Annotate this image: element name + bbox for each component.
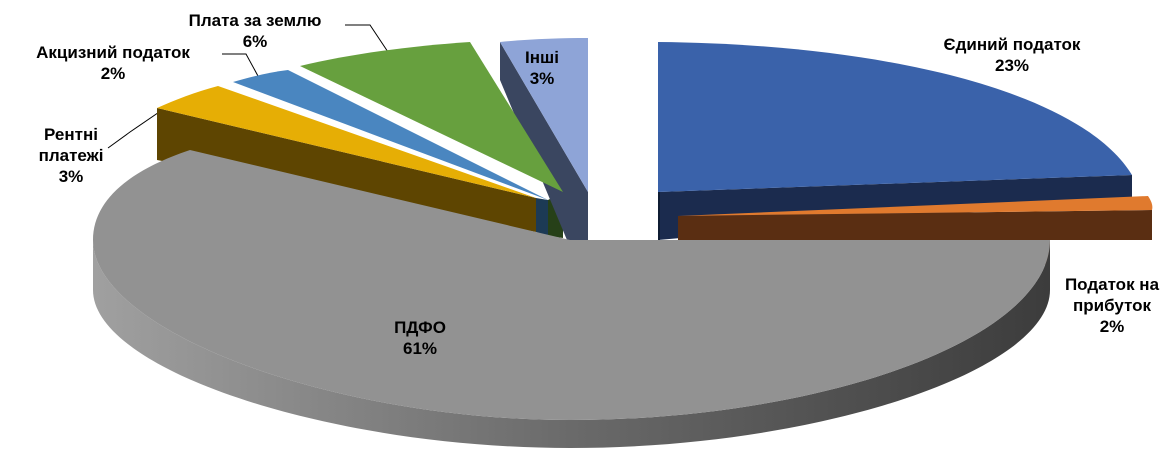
slice-pdfo[interactable]: [93, 150, 1050, 420]
slice-label-6-percent: 3%: [530, 69, 555, 88]
leader-line-rent: [107, 105, 169, 149]
slice-excise[interactable]: [233, 70, 548, 200]
slice-label-0-percent: 23%: [995, 56, 1029, 75]
slice-label-1-name-0: Податок на: [1065, 275, 1160, 294]
slice-label-3-name-1: платежі: [39, 146, 104, 165]
slice-single-tax[interactable]: [658, 42, 1132, 192]
slice-label-4-name-0: Акцизний податок: [36, 43, 190, 62]
slice-label-1-name-1: прибуток: [1073, 296, 1152, 315]
slice-profit-tax[interactable]: [678, 196, 1153, 216]
leader-line-land: [345, 24, 389, 53]
slice-label-3-percent: 3%: [59, 167, 84, 186]
slice-label-0-name-0: Єдиний податок: [944, 35, 1081, 54]
slice-label-2: ПДФО 61%: [394, 318, 446, 358]
slice-side-rent: [157, 108, 536, 232]
slice-label-4: Акцизний податок 2%: [36, 43, 190, 83]
slice-side-pdfo: [93, 240, 1050, 448]
slice-label-1: Податок на прибуток 2%: [1065, 275, 1160, 336]
slice-label-6: Інші 3%: [525, 48, 559, 88]
slice-label-5-percent: 6%: [243, 32, 268, 51]
leader-line-excise: [222, 53, 259, 77]
data-labels: Єдиний податок 23% Податок на прибуток 2% ПДФ…: [36, 11, 1159, 358]
slice-label-2-percent: 61%: [403, 339, 437, 358]
slice-label-3-name-0: Рентні: [44, 125, 98, 144]
slice-side-excise: [536, 198, 548, 236]
slice-label-2-name-0: ПДФО: [394, 318, 446, 337]
slice-label-3: Рентні платежі 3%: [39, 125, 104, 186]
slice-label-4-percent: 2%: [101, 64, 126, 83]
slice-side-single-tax-left: [658, 192, 660, 240]
slice-land[interactable]: [300, 42, 563, 192]
slice-other[interactable]: [500, 38, 588, 192]
slice-label-0: Єдиний податок 23%: [944, 35, 1081, 75]
slice-label-1-percent: 2%: [1100, 317, 1125, 336]
slice-side-other: [500, 42, 588, 240]
slice-rent[interactable]: [157, 86, 536, 198]
slice-tops: [93, 38, 1153, 420]
slice-label-5: Плата за землю 6%: [189, 11, 322, 51]
slice-label-6-name-0: Інші: [525, 48, 559, 67]
slice-label-5-name-0: Плата за землю: [189, 11, 322, 30]
